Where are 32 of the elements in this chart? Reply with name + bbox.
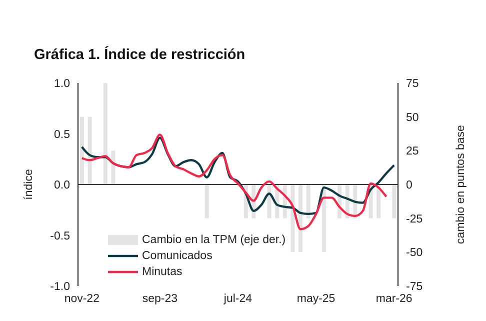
y-tick-label: -1.0 [50,281,70,294]
bar [306,184,310,218]
x-tick-label: jul-24 [222,293,253,306]
y-tick-label: 0.5 [54,128,70,141]
y-tick-label: 0.0 [54,180,70,192]
x-tick-label: nov-22 [64,293,100,306]
x-tick-label: sep-23 [142,293,178,306]
bar [80,116,84,184]
y-axis-title: índice [23,169,36,200]
legend-label: Comunicados [142,249,212,264]
line-series [80,134,388,230]
bar [298,184,303,252]
y2-tick-label: -50 [406,247,423,260]
y2-tick-label: 0 [406,180,412,192]
y-tick-label: -0.5 [50,230,70,242]
x-tick-label: mar-26 [376,293,412,306]
bar [204,184,209,218]
legend-label: Minutas [142,265,182,280]
bar [392,184,396,218]
x-tick-label: may-25 [296,293,336,306]
y-tick-label: 1.0 [54,78,70,90]
chart-title: Gráfica 1. Índice de restricción [34,47,246,63]
bar [103,83,108,184]
y2-tick-label: -25 [406,213,423,226]
line-series [80,136,396,216]
bar [88,116,92,184]
y2-axis-title: cambio en puntos base [455,125,468,244]
y2-tick-label: 75 [406,78,419,90]
legend-label: Cambio en la TPM (eje der.) [142,233,286,248]
y2-tick-label: 25 [406,146,419,158]
y2-tick-label: -75 [406,281,423,294]
y2-tick-label: 50 [406,112,419,124]
